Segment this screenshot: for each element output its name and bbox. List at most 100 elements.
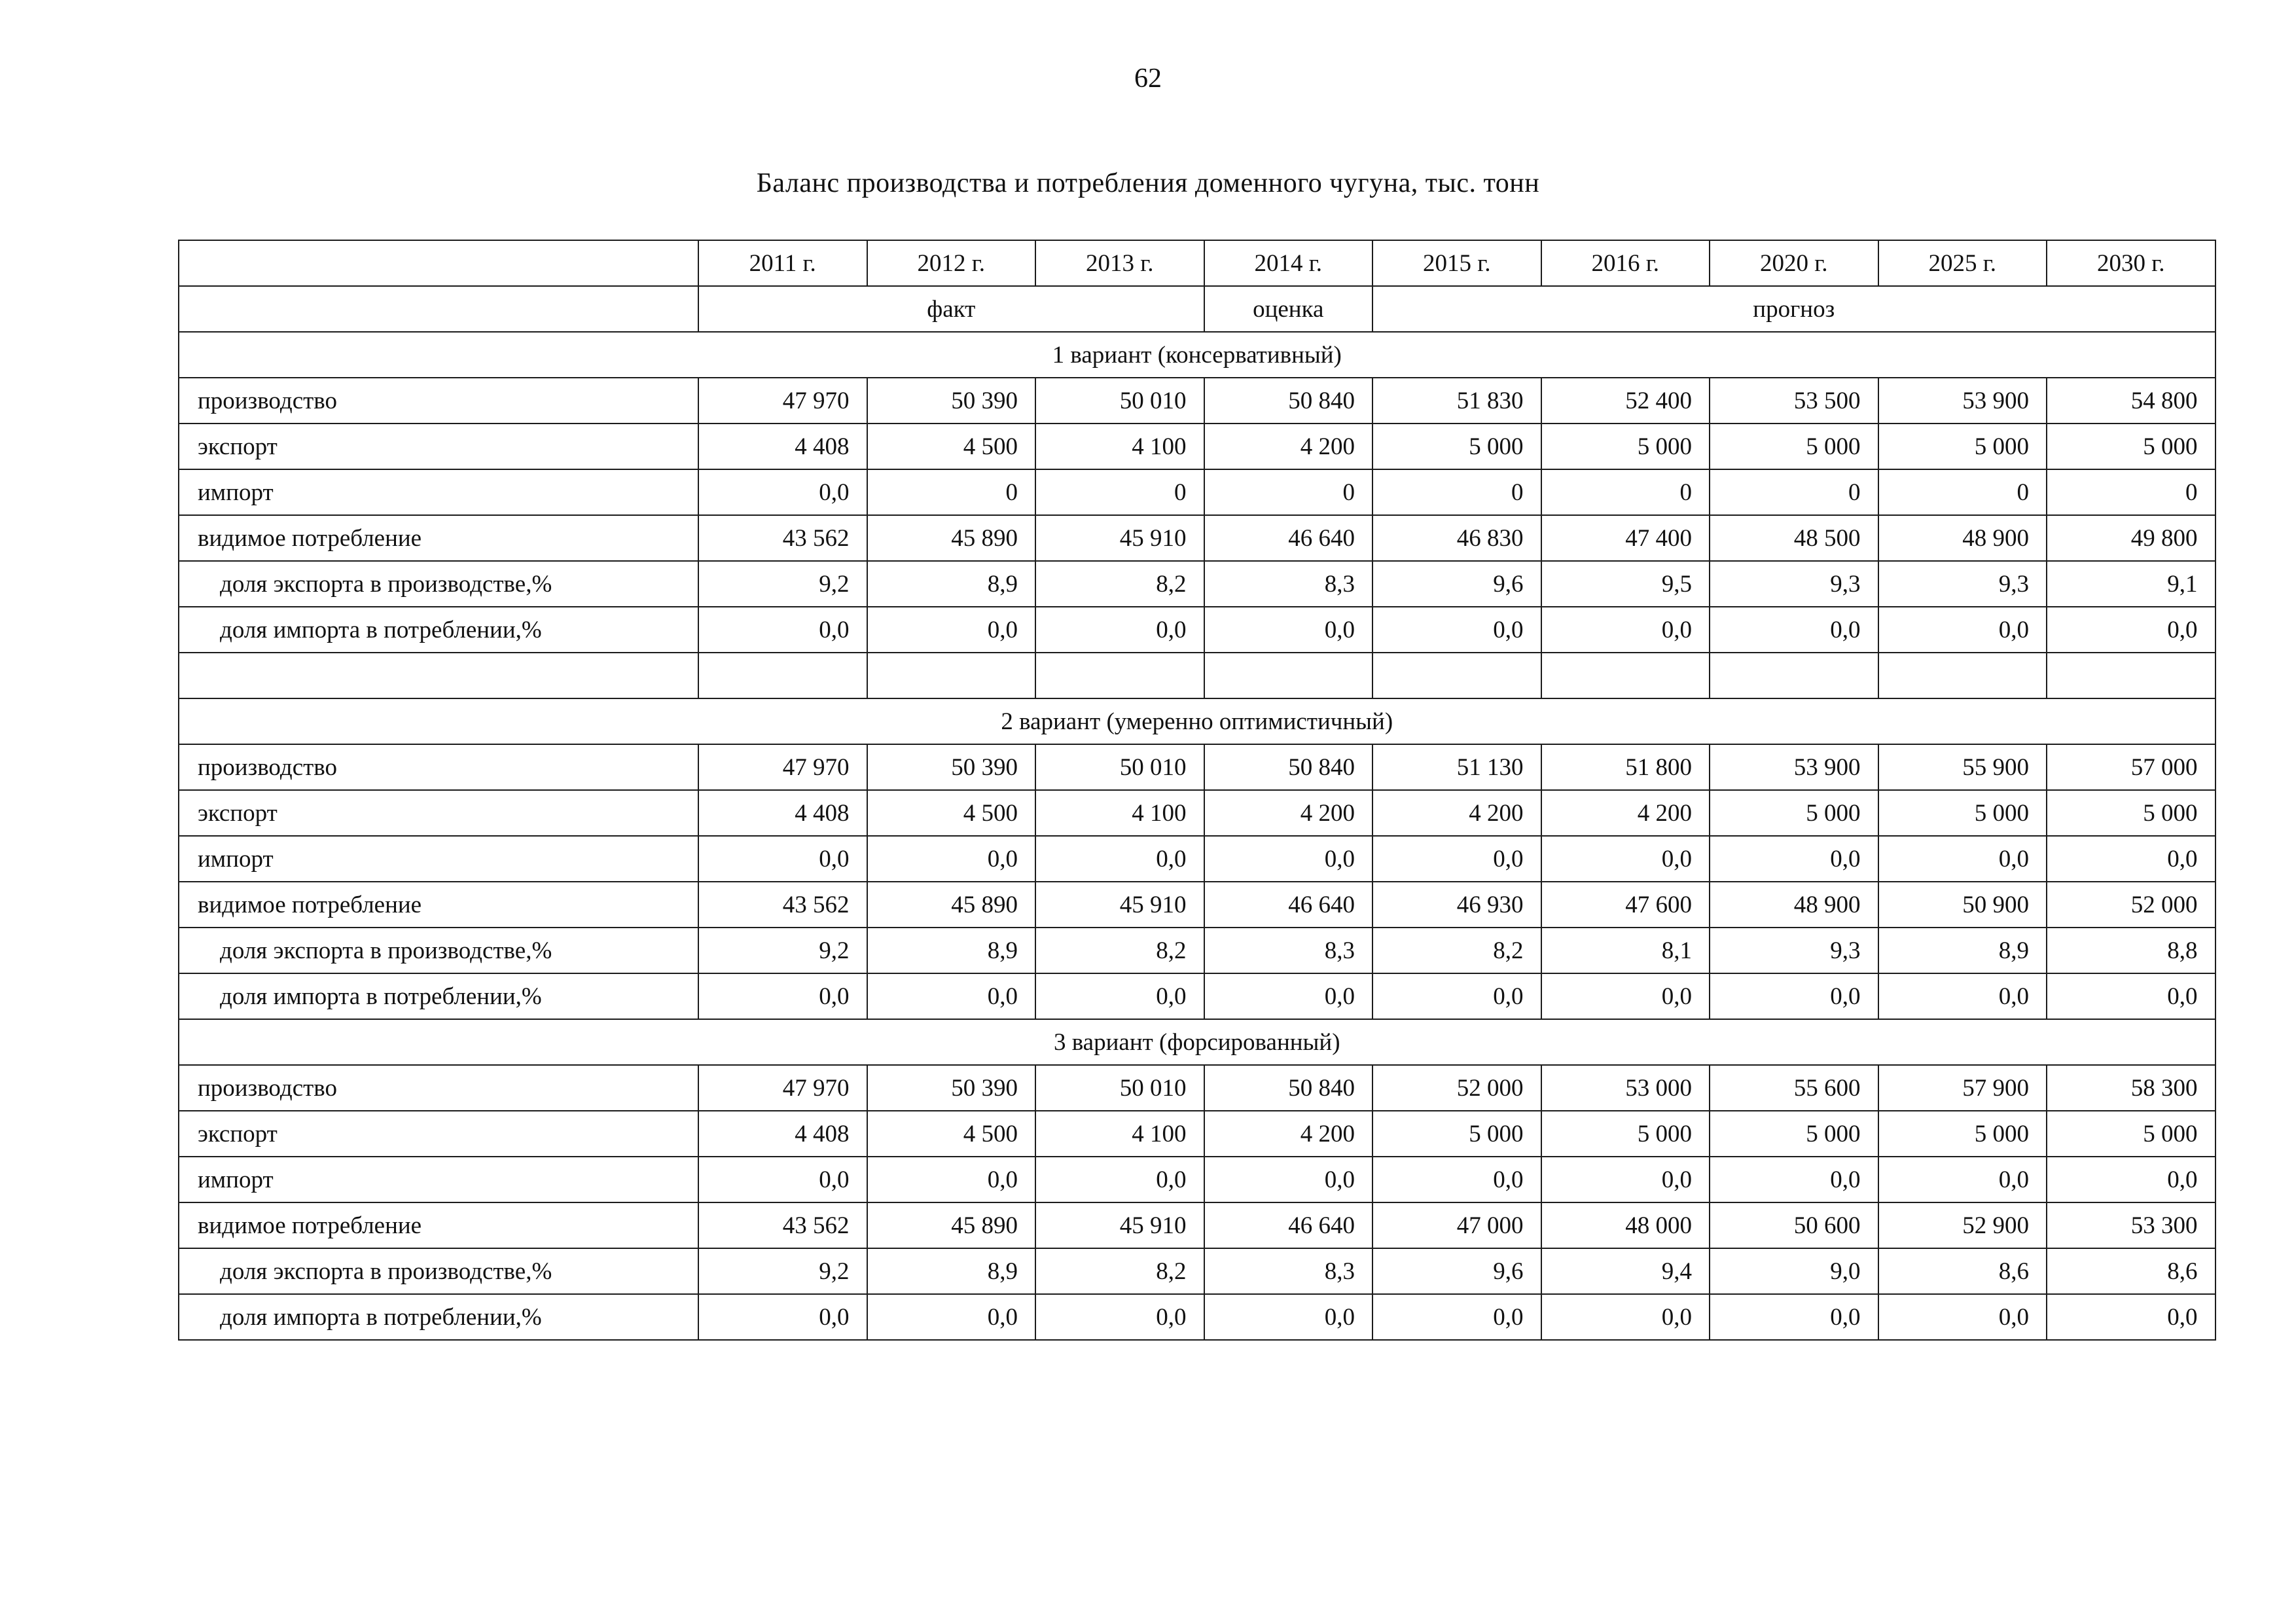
cell-value: 45 910 [1035, 514, 1205, 562]
cell-value: 0,0 [1372, 973, 1542, 1020]
cell-value: 5 000 [1877, 789, 2047, 837]
cell-value: 45 910 [1035, 881, 1205, 928]
cell-value: 47 970 [698, 744, 868, 791]
table-row: экспорт 4 408 4 500 4 100 4 200 5 000 5 000 5 0… [178, 423, 2216, 470]
cell-value: 4 200 [1372, 789, 1542, 837]
cell-value: 48 900 [1877, 514, 2047, 562]
table-row: доля импорта в потреблении,% 0,0 0,0 0,0 0,0… [178, 606, 2216, 653]
cell-value: 51 800 [1540, 744, 1710, 791]
row-label: доля импорта в потреблении,% [178, 606, 699, 653]
cell-value [1372, 652, 1542, 699]
cell-value: 8,6 [1877, 1248, 2047, 1295]
cell-value: 50 390 [866, 1064, 1036, 1111]
cell-value: 0,0 [1877, 1156, 2047, 1203]
cell-value: 0,0 [1203, 973, 1373, 1020]
cell-value: 48 500 [1709, 514, 1879, 562]
cell-value: 0 [1540, 469, 1710, 516]
cell-value: 0,0 [1709, 973, 1879, 1020]
cell-value: 53 000 [1540, 1064, 1710, 1111]
cell-value: 9,6 [1372, 1248, 1542, 1295]
cell-value: 4 408 [698, 423, 868, 470]
cell-value: 9,0 [1709, 1248, 1879, 1295]
cell-value: 45 890 [866, 1202, 1036, 1249]
cell-value: 0,0 [1372, 835, 1542, 882]
year-header-row: 2011 г. 2012 г. 2013 г. 2014 г. 2015 г. 2016 … [178, 240, 2216, 287]
cell-value: 4 200 [1540, 789, 1710, 837]
cell-value: 8,2 [1035, 560, 1205, 607]
year-header: 2011 г. [698, 240, 868, 287]
cell-value: 8,3 [1203, 560, 1373, 607]
cell-value: 0 [1877, 469, 2047, 516]
table-row: производство 47 970 50 390 50 010 50 840 51 1… [178, 744, 2216, 791]
table-row: доля экспорта в производстве,% 9,2 8,9 8,2 8… [178, 560, 2216, 607]
cell-value: 52 000 [1372, 1064, 1542, 1111]
year-header: 2025 г. [1877, 240, 2047, 287]
cell-value: 50 600 [1709, 1202, 1879, 1249]
cell-value: 0,0 [1877, 835, 2047, 882]
cell-value: 0 [1035, 469, 1205, 516]
cell-value [866, 652, 1036, 699]
cell-value: 5 000 [1709, 423, 1879, 470]
cell-value: 55 900 [1877, 744, 2047, 791]
cell-value: 8,9 [866, 927, 1036, 974]
row-label: доля экспорта в производстве,% [178, 560, 699, 607]
year-header: 2015 г. [1372, 240, 1542, 287]
cell-value: 43 562 [698, 514, 868, 562]
table-row: экспорт 4 408 4 500 4 100 4 200 5 000 5 000 5 0… [178, 1110, 2216, 1157]
cell-value: 52 900 [1877, 1202, 2047, 1249]
cell-value: 9,2 [698, 1248, 868, 1295]
cell-value: 0,0 [698, 469, 868, 516]
table-row: видимое потребление 43 562 45 890 45 910 46 … [178, 881, 2216, 928]
cell-value: 5 000 [2046, 789, 2216, 837]
cell-value: 8,6 [2046, 1248, 2216, 1295]
cell-value: 50 840 [1203, 744, 1373, 791]
cell-value: 9,5 [1540, 560, 1710, 607]
corner-cell [178, 240, 699, 287]
balance-table: 2011 г. 2012 г. 2013 г. 2014 г. 2015 г. 2016 … [178, 240, 2216, 1341]
cell-value: 4 100 [1035, 789, 1205, 837]
cell-value: 5 000 [1372, 423, 1542, 470]
section-title: 3 вариант (форсированный) [178, 1019, 2216, 1066]
cell-value: 45 890 [866, 881, 1036, 928]
cell-value: 5 000 [1709, 1110, 1879, 1157]
row-label: видимое потребление [178, 514, 699, 562]
cell-value: 4 200 [1203, 423, 1373, 470]
table-row: видимое потребление 43 562 45 890 45 910 46 … [178, 514, 2216, 562]
cell-value: 0,0 [866, 835, 1036, 882]
cell-value: 0,0 [1709, 606, 1879, 653]
cell-value: 9,3 [1709, 927, 1879, 974]
cell-value: 0,0 [2046, 835, 2216, 882]
row-label: производство [178, 744, 699, 791]
cell-value: 4 100 [1035, 423, 1205, 470]
cell-value: 9,2 [698, 927, 868, 974]
cell-value: 46 640 [1203, 1202, 1373, 1249]
year-header: 2030 г. [2046, 240, 2216, 287]
cell-value: 9,3 [1877, 560, 2047, 607]
cell-value: 0,0 [698, 1156, 868, 1203]
cell-value: 5 000 [1540, 423, 1710, 470]
cell-value: 47 970 [698, 377, 868, 424]
table-row: доля импорта в потреблении,% 0,0 0,0 0,0 0,0… [178, 1293, 2216, 1341]
year-header: 2014 г. [1203, 240, 1373, 287]
row-label: экспорт [178, 789, 699, 837]
table-row: производство 47 970 50 390 50 010 50 840 51 8… [178, 377, 2216, 424]
cell-value: 55 600 [1709, 1064, 1879, 1111]
cell-value: 9,1 [2046, 560, 2216, 607]
cell-value: 0 [2046, 469, 2216, 516]
page-title: Баланс производства и потребления доменн… [756, 168, 1540, 198]
table-row: импорт 0,0 0,0 0,0 0,0 0,0 0,0 0,0 0,0 0,0 [178, 1156, 2216, 1203]
cell-value: 51 830 [1372, 377, 1542, 424]
cell-value: 0,0 [1877, 1293, 2047, 1341]
year-header: 2013 г. [1035, 240, 1205, 287]
cell-value: 8,2 [1372, 927, 1542, 974]
cell-value: 0,0 [1035, 1156, 1205, 1203]
cell-value: 8,2 [1035, 1248, 1205, 1295]
cell-value: 45 890 [866, 514, 1036, 562]
section-title-row: 3 вариант (форсированный) [178, 1019, 2216, 1066]
cell-value: 4 200 [1203, 1110, 1373, 1157]
table-row [178, 652, 2216, 699]
table-row: производство 47 970 50 390 50 010 50 840 52 0… [178, 1064, 2216, 1111]
cell-value [1035, 652, 1205, 699]
cell-value: 0,0 [1203, 835, 1373, 882]
